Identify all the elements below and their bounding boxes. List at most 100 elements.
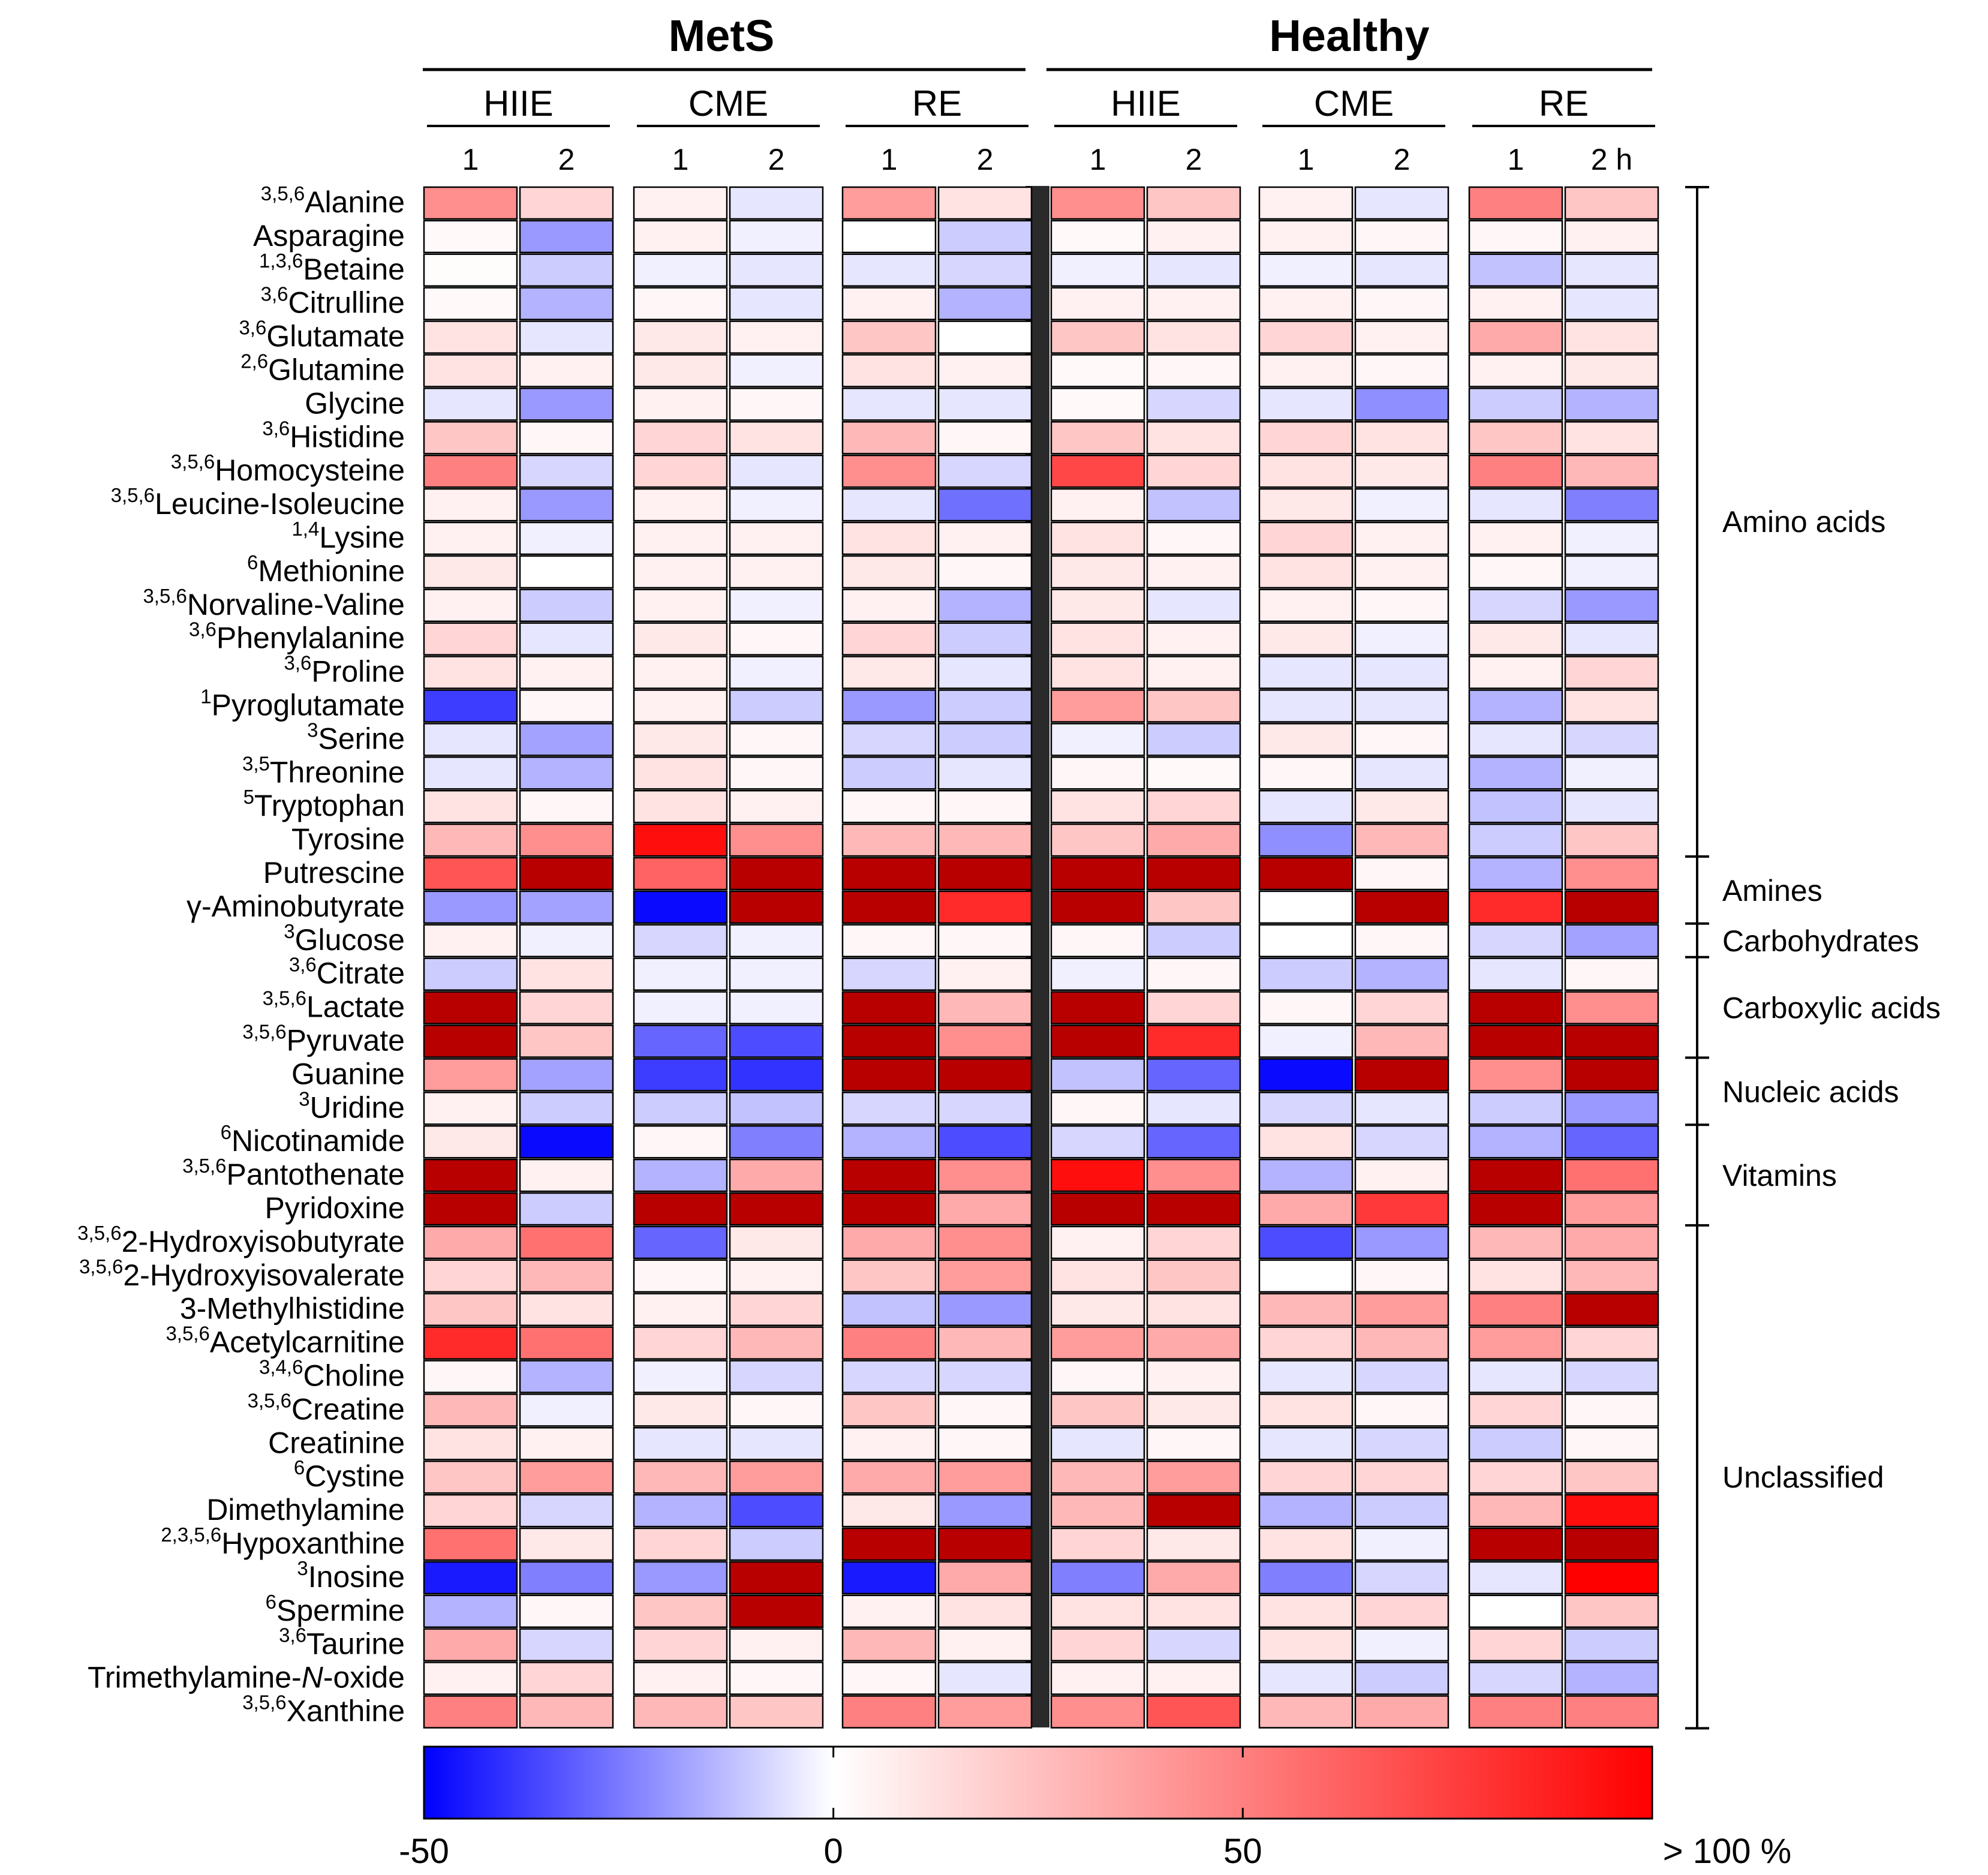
footnote-superscript: 3,5,6 (182, 1155, 226, 1177)
heatmap-cell (423, 1661, 518, 1695)
class-label-unclassified: Unclassified (1722, 1461, 1884, 1494)
heatmap-cell (1050, 454, 1145, 488)
heatmap-cell (1258, 1259, 1354, 1293)
heatmap-cell (633, 1628, 728, 1661)
heatmap-cell (1146, 1494, 1241, 1528)
metabolite-name: Citrulline (288, 286, 405, 320)
heatmap-cell (519, 1494, 614, 1528)
timepoint-label: 2 (977, 143, 994, 176)
footnote-superscript: 3,6 (239, 317, 266, 339)
condition-headers: HIIE CME RE HIIE CME RE (427, 83, 1655, 127)
heatmap-cell (841, 1024, 937, 1058)
metabolite-label: γ-Aminobutyrate (187, 890, 405, 923)
heatmap-cell (937, 421, 1033, 455)
heatmap-cell (1354, 253, 1449, 287)
class-brackets: Amino acids Amines Carbohydrates Carboxylic… (1685, 186, 1941, 1730)
metabolite-name: Putrescine (263, 856, 405, 890)
heatmap-cell (729, 1628, 824, 1661)
heatmap-cell (1258, 991, 1354, 1024)
heatmap-cell (1354, 1092, 1449, 1125)
heatmap-cell (1258, 1460, 1354, 1494)
metabolite-name: Lysine (319, 521, 405, 554)
heatmap-cell (1564, 421, 1659, 455)
heatmap-cell (633, 890, 728, 924)
timepoint-headers: 1 2 1 2 1 2 1 2 1 2 1 2 h (462, 143, 1633, 176)
metabolite-label: Tyrosine (291, 822, 405, 856)
heatmap-cell (423, 454, 518, 488)
heatmap-cell (1564, 454, 1659, 488)
heatmap-cell (1258, 354, 1354, 387)
heatmap-cell (729, 1393, 824, 1427)
class-label-amines: Amines (1722, 874, 1822, 908)
metabolite-name: Pyridoxine (265, 1191, 405, 1225)
heatmap-cell (519, 1125, 614, 1159)
heatmap-cell (1050, 186, 1145, 220)
heatmap-cell (1258, 320, 1354, 354)
heatmap-cell (1468, 1628, 1563, 1661)
heatmap-cell (1468, 1326, 1563, 1360)
heatmap-cell (1146, 924, 1241, 958)
heatmap-cell (937, 656, 1033, 689)
heatmap-cell (423, 1561, 518, 1595)
metabolite-name: Histidine (290, 420, 405, 453)
heatmap-cell (1146, 823, 1241, 857)
heatmap-cell (423, 1628, 518, 1661)
heatmap-cell (633, 555, 728, 589)
heatmap-cell (1146, 890, 1241, 924)
class-label-carbohydrates: Carbohydrates (1722, 924, 1919, 958)
heatmap-cell (1354, 1393, 1449, 1427)
heatmap-cell (1354, 957, 1449, 991)
metabolite-label: 5Tryptophan (243, 786, 405, 822)
class-label-nucleic-acids: Nucleic acids (1722, 1075, 1899, 1108)
heatmap-cell (1050, 957, 1145, 991)
heatmap-cell (841, 1527, 937, 1561)
heatmap-cell (729, 1092, 824, 1125)
heatmap-cell (937, 857, 1033, 891)
metabolite-label: 3,6Citrate (289, 954, 405, 990)
heatmap-cell (1258, 1527, 1354, 1561)
heatmap-cell (1354, 1427, 1449, 1461)
heatmap-cell (841, 1225, 937, 1260)
heatmap-cell (1354, 1192, 1449, 1226)
heatmap-cell (937, 823, 1033, 857)
heatmap-cell (1258, 1024, 1354, 1058)
metabolite-name: Citrate (317, 957, 405, 990)
heatmap-cell (937, 1024, 1033, 1058)
heatmap-cell (633, 1561, 728, 1595)
heatmap-cell (633, 1192, 728, 1226)
heatmap-cell (1258, 1293, 1354, 1326)
heatmap-cell (1050, 488, 1145, 522)
heatmap-cell (1354, 622, 1449, 656)
metabolite-label: 3,6Glutamate (239, 317, 405, 353)
colorbar-tick-label: 50 (1223, 1832, 1262, 1871)
heatmap-cell (1468, 1158, 1563, 1192)
class-label-carboxylic-acids: Carboxylic acids (1722, 991, 1941, 1025)
footnote-superscript: 3,5,6 (111, 484, 155, 506)
metabolite-label: 6Spermine (266, 1591, 405, 1627)
heatmap-cell (1468, 656, 1563, 689)
metabolite-name: Taurine (306, 1627, 405, 1661)
metabolite-name: Proline (311, 655, 405, 689)
heatmap-cell (633, 1427, 728, 1461)
heatmap-cell (1258, 555, 1354, 589)
colorbar-tick-label: 0 (824, 1832, 843, 1871)
metabolite-label: Guanine (291, 1057, 405, 1090)
heatmap-cell (937, 689, 1033, 723)
heatmap-cell (633, 723, 728, 756)
heatmap-cell (519, 1158, 614, 1192)
heatmap-cells (423, 186, 1659, 1729)
heatmap-cell (633, 1527, 728, 1561)
heatmap-cell (841, 1192, 937, 1226)
heatmap-cell (937, 186, 1033, 220)
heatmap-cell (633, 253, 728, 287)
footnote-superscript: 3,5,6 (79, 1255, 123, 1278)
metabolite-name: Cystine (305, 1459, 405, 1493)
heatmap-cell (1146, 387, 1241, 421)
timepoint-label: 1 (462, 143, 479, 176)
metabolite-label: 3,6Citrulline (261, 283, 405, 320)
metabolite-label: 3,5,6Homocysteine (171, 450, 405, 487)
metabolite-label: 3,5,6Xanthine (242, 1691, 405, 1728)
metabolite-name: Norvaline-Valine (187, 588, 405, 621)
heatmap-cell (729, 1661, 824, 1695)
heatmap-cell (1564, 857, 1659, 891)
